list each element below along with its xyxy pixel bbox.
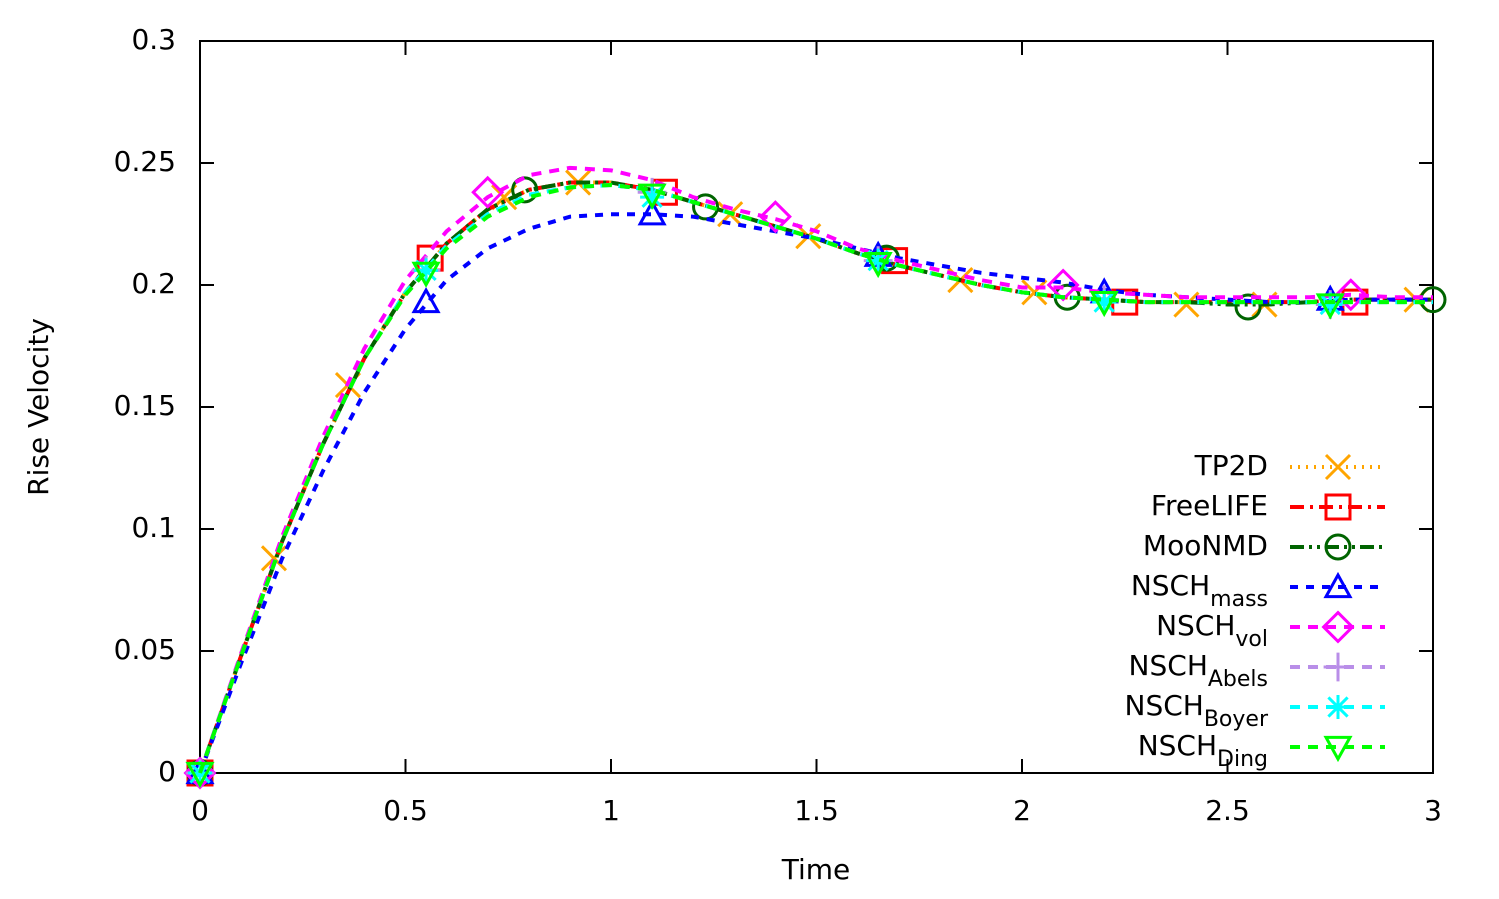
data-marker	[1315, 293, 1345, 320]
legend-label: FreeLIFE	[1151, 489, 1268, 522]
data-marker	[414, 258, 439, 283]
legend-name: NSCH	[1129, 649, 1208, 682]
x-axis-label: Time	[781, 853, 851, 886]
legend-marker	[1323, 735, 1353, 763]
plot-frame	[199, 40, 1434, 774]
legend-subscript: Ding	[1217, 747, 1268, 772]
x-tick-label: 2	[1013, 794, 1031, 827]
data-marker	[637, 183, 667, 210]
legend-name: NSCH	[1125, 689, 1204, 722]
data-marker	[866, 248, 891, 273]
legend-marker	[1323, 652, 1353, 682]
x-tick-label: 2.5	[1205, 794, 1250, 827]
legend-marker	[1324, 533, 1352, 561]
legend-name: NSCH	[1156, 609, 1235, 642]
data-marker	[637, 199, 667, 226]
legend-marker	[1324, 493, 1352, 521]
data-marker	[1046, 268, 1080, 302]
legend-marker	[1323, 571, 1353, 599]
legend-subscript: Abels	[1208, 667, 1268, 692]
data-marker	[1334, 278, 1368, 312]
legend-name: MooNMD	[1143, 529, 1268, 562]
y-tick-label: 0.3	[131, 23, 176, 56]
data-marker	[863, 251, 893, 279]
data-marker	[1092, 290, 1117, 315]
y-tick-label: 0.1	[131, 511, 176, 544]
legend-name: TP2D	[1194, 449, 1268, 482]
legend-name: NSCH	[1138, 729, 1217, 762]
legend-label: NSCHAbels	[1129, 649, 1268, 692]
y-tick-label: 0	[158, 755, 176, 788]
data-marker	[411, 261, 441, 288]
legend-label: MooNMD	[1143, 529, 1268, 562]
legend-name: FreeLIFE	[1151, 489, 1268, 522]
data-marker	[640, 185, 665, 210]
legend-subscript: mass	[1210, 587, 1268, 612]
legend-subscript: Boyer	[1204, 707, 1269, 732]
x-tick-label: 1.5	[794, 794, 839, 827]
data-marker	[471, 175, 505, 209]
y-tick-label: 0.2	[131, 267, 176, 300]
data-marker	[758, 200, 792, 234]
x-tick-label: 0.5	[383, 794, 428, 827]
data-marker	[1089, 290, 1119, 318]
legend-label: NSCHmass	[1131, 569, 1268, 612]
legend-label: TP2D	[1194, 449, 1268, 482]
x-tick-label: 1	[602, 794, 620, 827]
x-tick-label: 0	[191, 794, 209, 827]
y-axis-label: Rise Velocity	[22, 318, 55, 496]
data-marker	[1419, 286, 1447, 314]
legend-marker	[1324, 453, 1352, 481]
legend-marker	[1321, 610, 1355, 644]
series-line	[198, 165, 1433, 774]
data-marker	[1318, 292, 1343, 317]
data-marker	[411, 286, 441, 314]
data-marker	[1021, 279, 1048, 306]
legend-label: NSCHDing	[1138, 729, 1268, 772]
legend-name: NSCH	[1131, 569, 1210, 602]
x-tick-label: 3	[1424, 794, 1442, 827]
legend-subscript: vol	[1235, 627, 1268, 652]
legend-marker	[1326, 695, 1350, 719]
data-marker	[260, 545, 288, 572]
y-tick-label: 0.25	[114, 145, 176, 178]
y-tick-label: 0.05	[114, 633, 176, 666]
legend-label: NSCHvol	[1156, 609, 1268, 652]
y-tick-label: 0.15	[114, 389, 176, 422]
data-marker	[1111, 288, 1139, 316]
series-line	[198, 182, 1433, 774]
data-marker	[185, 761, 215, 789]
data-marker	[1173, 291, 1200, 318]
legend-label: NSCHBoyer	[1125, 689, 1269, 732]
